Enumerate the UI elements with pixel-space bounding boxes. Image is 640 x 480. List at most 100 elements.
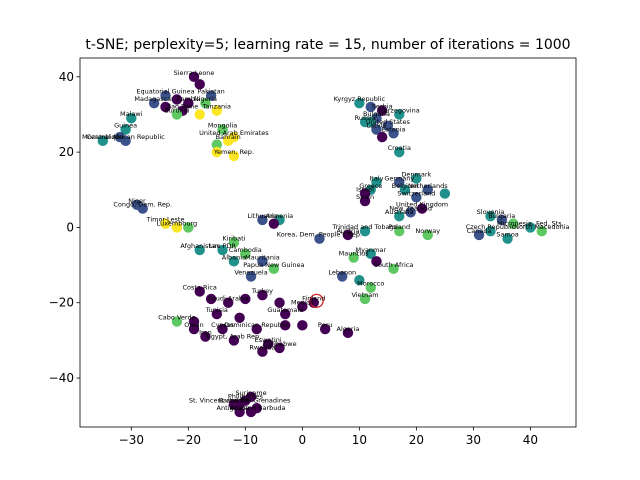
data-point xyxy=(394,177,405,188)
point-label: Morocco xyxy=(357,280,384,288)
point-label: Luxembourg xyxy=(157,219,198,227)
data-point xyxy=(365,282,376,293)
data-point xyxy=(359,188,371,199)
point-label: Lebanon xyxy=(328,268,356,276)
data-point xyxy=(211,105,223,116)
data-point xyxy=(200,97,211,109)
point-label: Lao PDR xyxy=(209,242,237,250)
point-label: Rwanda xyxy=(249,344,275,352)
data-point xyxy=(160,218,171,229)
point-label: Kyrgyz Republic xyxy=(334,95,386,103)
x-tick-label: −20 xyxy=(176,433,201,447)
data-point xyxy=(496,214,508,226)
x-tick-label: 30 xyxy=(466,433,481,447)
data-point xyxy=(376,105,388,116)
point-label: Aruba xyxy=(230,404,249,412)
data-point xyxy=(223,135,234,147)
data-point xyxy=(314,233,325,244)
point-label: Congo, Dem. Rep. xyxy=(113,201,172,209)
data-point xyxy=(194,286,205,297)
point-label: Papua New Guinea xyxy=(243,261,304,269)
data-point xyxy=(394,226,405,237)
point-label: Canada xyxy=(467,227,492,235)
point-label: Timor-Leste xyxy=(146,216,185,224)
data-point xyxy=(348,252,359,263)
data-point xyxy=(251,323,262,335)
data-point xyxy=(399,184,411,195)
point-label: Korea, Dem. People's Rep. xyxy=(277,231,362,239)
point-label: Peru xyxy=(318,321,332,329)
point-label: Venezuela xyxy=(234,268,267,276)
data-point xyxy=(194,244,205,256)
data-point xyxy=(211,308,223,320)
point-label: Netherlands xyxy=(408,182,448,190)
point-label: Mozambique xyxy=(82,133,124,141)
point-label: Philippines xyxy=(228,393,264,401)
point-label: North Macedonia xyxy=(514,223,569,231)
point-label: Herzegovina xyxy=(379,106,420,114)
axes: −30 −20 −10 0 10 20 30 40 −40 −20 0 20 40 xyxy=(49,57,577,447)
point-label: Lithuania xyxy=(247,212,277,220)
data-point xyxy=(280,320,291,331)
point-label: Vietnam xyxy=(352,291,379,299)
point-label: Saudi Arabia xyxy=(208,295,249,303)
chart-title: t-SNE; perplexity=5; learning rate = 15,… xyxy=(85,37,570,53)
point-label: Afghanistan xyxy=(180,242,219,250)
point-label: Norway xyxy=(415,227,440,235)
point-label: Italy xyxy=(369,174,383,182)
data-point xyxy=(205,90,217,101)
data-point xyxy=(205,293,217,305)
point-label: Sao Tome xyxy=(167,103,198,111)
point-label: Madagascar xyxy=(134,95,174,103)
data-point xyxy=(228,150,240,162)
data-point xyxy=(223,297,234,308)
point-label: Bulgaria xyxy=(488,212,515,220)
plot-frame xyxy=(79,57,577,428)
data-point xyxy=(394,210,405,222)
data-point xyxy=(376,131,388,143)
data-point xyxy=(188,323,200,335)
point-label: Mauritania xyxy=(245,253,280,261)
data-point xyxy=(234,406,245,418)
point-label: Russia xyxy=(355,114,376,122)
point-label: Myanmar xyxy=(355,246,386,254)
y-tick-label: −40 xyxy=(49,371,74,385)
data-point xyxy=(257,290,268,301)
data-point xyxy=(268,218,280,229)
data-point xyxy=(525,222,536,233)
data-point xyxy=(382,120,394,131)
point-label: Nigeria xyxy=(194,95,217,103)
point-label: Niger xyxy=(128,197,146,205)
x-tick-label: −30 xyxy=(119,433,144,447)
point-label: New Zealand xyxy=(389,204,432,212)
data-point xyxy=(245,406,257,418)
x-tick-label: 40 xyxy=(523,433,538,447)
data-point xyxy=(365,248,376,259)
data-point xyxy=(160,101,171,113)
point-label: Mexico xyxy=(291,299,314,307)
data-point xyxy=(228,399,240,410)
data-point xyxy=(473,229,485,241)
y-tick-label: −20 xyxy=(49,296,74,310)
point-label: Armenia xyxy=(266,212,293,220)
data-point xyxy=(126,113,137,124)
point-label: Antigua and Barbuda xyxy=(217,404,286,412)
point-label: Germany xyxy=(384,174,414,182)
data-point xyxy=(234,312,245,324)
point-label: Bulgaria xyxy=(363,110,390,118)
data-point xyxy=(217,323,228,335)
data-point xyxy=(274,342,285,354)
point-label: Cambodia xyxy=(229,246,262,254)
point-label: Spain xyxy=(356,193,374,201)
data-point xyxy=(371,124,382,135)
point-label: Costa Rica xyxy=(183,283,217,291)
data-point xyxy=(171,222,183,233)
data-point xyxy=(485,226,496,237)
data-point xyxy=(240,293,251,305)
data-point xyxy=(245,271,257,282)
data-point xyxy=(262,338,274,350)
data-point xyxy=(183,222,194,233)
data-point xyxy=(359,226,371,237)
data-point xyxy=(359,293,371,305)
